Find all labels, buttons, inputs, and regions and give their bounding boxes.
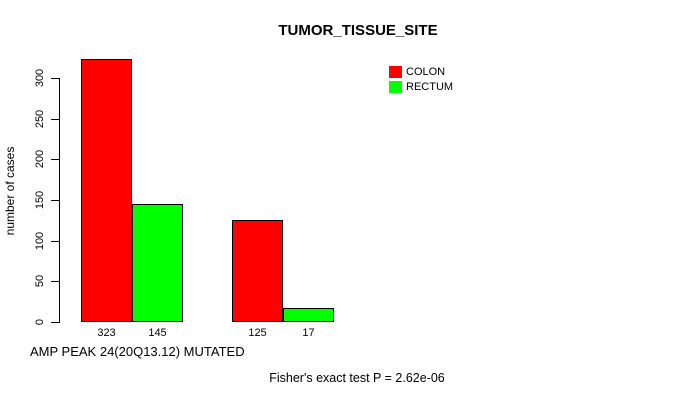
y-tick xyxy=(51,200,59,201)
y-tick-label: 250 xyxy=(34,109,46,129)
x-axis-note: AMP PEAK 24(20Q13.12) MUTATED xyxy=(30,344,245,359)
bar-value-label: 145 xyxy=(148,327,167,339)
y-tick xyxy=(51,322,59,323)
y-tick-label: 200 xyxy=(34,149,46,169)
legend-item-rectum: RECTUM xyxy=(389,80,453,93)
legend-label-rectum: RECTUM xyxy=(406,80,454,93)
y-tick-label: 300 xyxy=(34,68,46,88)
bar-value-label: 323 xyxy=(97,327,116,339)
y-tick xyxy=(51,119,59,120)
chart-title: TUMOR_TISSUE_SITE xyxy=(278,22,438,39)
bar-rectum xyxy=(132,204,183,322)
y-tick-label: 50 xyxy=(34,274,46,288)
bar-value-label: 125 xyxy=(248,327,267,339)
y-tick xyxy=(51,78,59,79)
y-tick xyxy=(51,281,59,282)
y-tick-label: 0 xyxy=(34,318,46,326)
colon-swatch xyxy=(389,65,402,78)
rectum-swatch xyxy=(389,80,402,93)
fisher-test-note: Fisher's exact test P = 2.62e-06 xyxy=(269,371,445,385)
y-axis-line xyxy=(59,78,60,323)
y-axis-label: number of cases xyxy=(3,146,17,236)
bar-rectum xyxy=(283,308,334,322)
bar-colon xyxy=(81,59,132,322)
y-tick xyxy=(51,159,59,160)
y-tick-label: 100 xyxy=(34,231,46,251)
legend: COLON RECTUM xyxy=(389,65,453,95)
legend-item-colon: COLON xyxy=(389,65,453,78)
bar-colon xyxy=(232,220,283,322)
bar-value-label: 17 xyxy=(302,327,315,339)
legend-label-colon: COLON xyxy=(406,65,446,78)
y-tick xyxy=(51,241,59,242)
y-tick-label: 150 xyxy=(34,190,46,210)
